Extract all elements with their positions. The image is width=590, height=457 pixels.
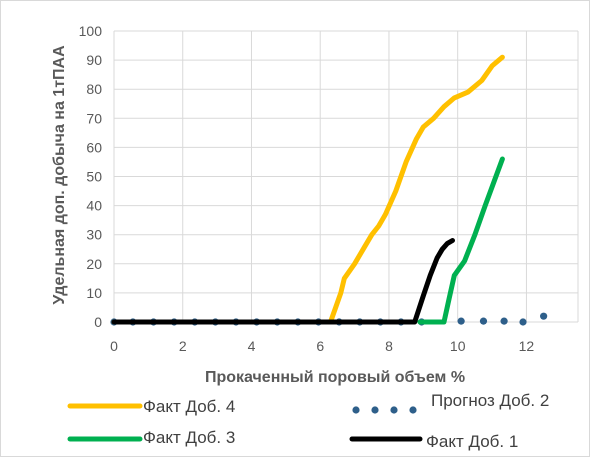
series-point [479, 317, 488, 325]
series-line [111, 54, 505, 325]
series-line [417, 156, 505, 325]
x-tick-label: 6 [316, 338, 324, 354]
x-axis-title: Прокаченный поровый объем % [205, 369, 465, 386]
series-point [540, 312, 548, 320]
legend-marker [371, 406, 379, 414]
series-line [111, 238, 455, 325]
x-tick-label: 8 [385, 338, 393, 354]
x-tick-label: 0 [110, 338, 118, 354]
y-tick-label: 100 [79, 23, 103, 39]
legend-marker [390, 406, 398, 414]
y-tick-labels: 0 10 20 30 40 50 60 70 80 90 100 [79, 23, 103, 330]
legend-label: Факт Доб. 1 [426, 432, 518, 451]
legend-marker [352, 406, 360, 414]
y-axis-title: Удельная доп. добыча на 1тПАА [51, 45, 68, 305]
x-tick-label: 12 [519, 338, 535, 354]
y-tick-label: 30 [86, 227, 102, 243]
x-tick-labels: 0 2 4 6 8 10 12 [110, 338, 534, 354]
y-tick-label: 50 [86, 169, 102, 185]
legend-label: Факт Доб. 4 [143, 397, 235, 416]
y-tick-label: 10 [86, 285, 102, 301]
y-tick-label: 80 [86, 81, 102, 97]
series-point [500, 317, 508, 325]
x-tick-label: 4 [248, 338, 256, 354]
y-tick-label: 70 [86, 110, 102, 126]
series-lines [110, 54, 548, 326]
legend-label: Факт Доб. 3 [143, 428, 235, 447]
legend-label: Прогноз Доб. 2 [431, 391, 549, 410]
series-point [519, 318, 527, 326]
y-tick-label: 20 [86, 256, 102, 272]
y-tick-label: 40 [86, 198, 102, 214]
y-tick-label: 0 [94, 314, 102, 330]
y-tick-label: 60 [86, 139, 102, 155]
legend-marker [409, 406, 417, 414]
x-tick-label: 10 [450, 338, 466, 354]
y-tick-label: 90 [86, 52, 102, 68]
series-point [457, 317, 465, 325]
x-tick-label: 2 [179, 338, 187, 354]
legend: Факт Доб. 4 Прогноз Доб. 2 Факт Доб. 3 Факт… [67, 391, 549, 451]
